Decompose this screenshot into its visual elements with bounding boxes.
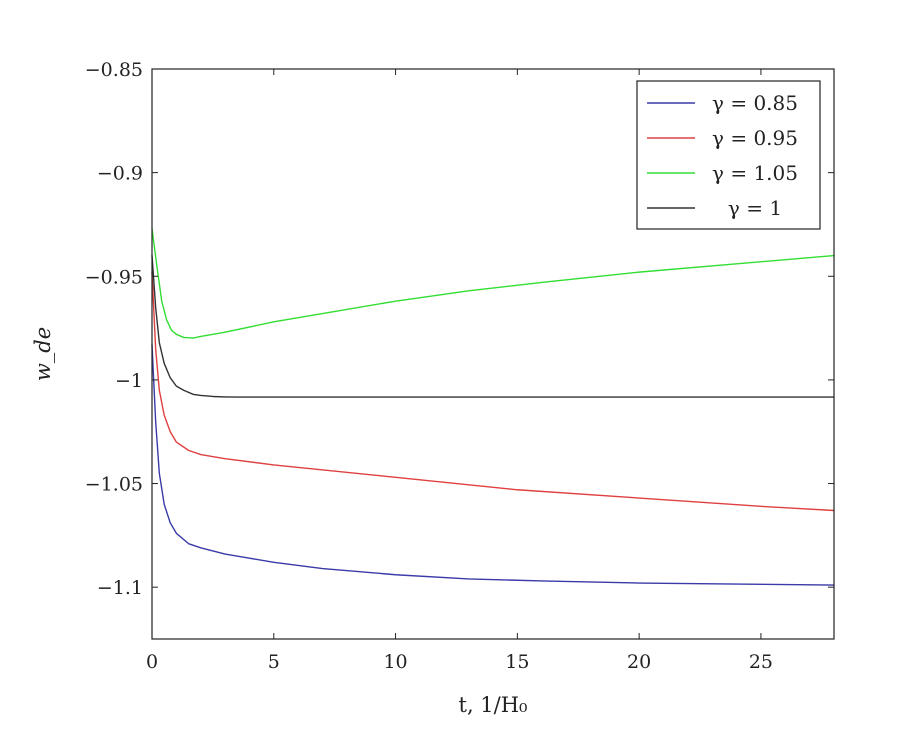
y-tick-label: −0.85 bbox=[85, 59, 143, 81]
x-tick-label: 20 bbox=[627, 651, 651, 673]
y-tick-label: −1.05 bbox=[85, 474, 143, 496]
plot-frame bbox=[151, 68, 835, 640]
x-tick-label: 10 bbox=[383, 651, 407, 673]
x-tick-label: 5 bbox=[268, 651, 280, 673]
series-line-0 bbox=[151, 343, 835, 586]
y-tick-label: −0.9 bbox=[97, 163, 143, 185]
legend-label-3: γ = 1 bbox=[728, 196, 782, 220]
series-line-2 bbox=[151, 227, 835, 339]
series-layer bbox=[151, 227, 835, 586]
legend-box bbox=[636, 80, 821, 230]
legend: γ = 0.85 γ = 0.95 γ = 1.05 γ = 1 bbox=[636, 80, 821, 230]
x-tick-label: 0 bbox=[146, 651, 158, 673]
x-axis-title: t, 1/H₀ bbox=[459, 693, 528, 717]
legend-label-2: γ = 1.05 bbox=[712, 161, 798, 185]
y-tick-label: −1.1 bbox=[97, 577, 143, 599]
series-line-3 bbox=[151, 254, 835, 398]
series-line-1 bbox=[151, 271, 835, 512]
x-tick-label: 25 bbox=[749, 651, 773, 673]
legend-label-0: γ = 0.85 bbox=[712, 91, 798, 115]
y-tick-label: −0.95 bbox=[85, 266, 143, 288]
legend-label-1: γ = 0.95 bbox=[712, 126, 798, 150]
y-tick-label: −1 bbox=[115, 370, 143, 392]
x-tick-label: 15 bbox=[505, 651, 529, 673]
y-axis-title: w_de bbox=[31, 327, 55, 381]
ticks-layer: 0 5 10 15 20 25 −0.85 −0.9 −0.95 −1 −1.05 −1.1 bbox=[85, 59, 834, 673]
